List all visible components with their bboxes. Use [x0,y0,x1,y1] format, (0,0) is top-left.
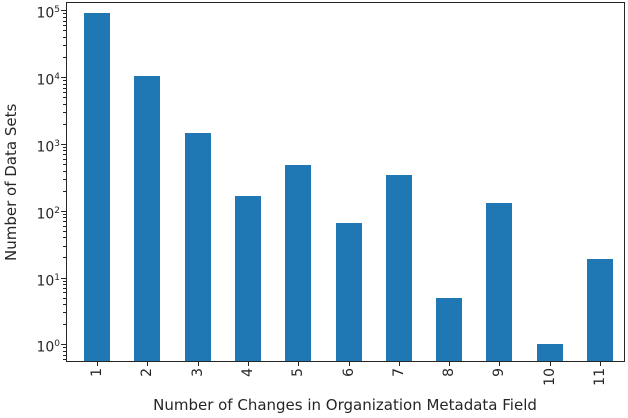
x-tick-label: 3 [190,368,206,377]
x-tick [600,362,601,366]
bar [536,344,563,361]
y-minor-tick [63,164,66,165]
x-tick-label: 6 [341,368,357,377]
bar [84,13,111,361]
x-tick [399,362,400,366]
x-tick-label: 7 [391,368,407,377]
y-minor-tick [63,355,66,356]
y-major-tick [61,77,66,78]
x-tick [349,362,350,366]
x-tick [550,362,551,366]
y-minor-tick [63,214,66,215]
x-tick-label: 2 [139,368,155,377]
y-minor-tick [63,159,66,160]
y-tick-label: 100 [36,339,60,356]
bar [134,75,161,361]
y-tick-label: 103 [36,139,60,156]
y-minor-tick [63,154,66,155]
x-tick-label: 4 [240,368,256,377]
y-major-tick [61,144,66,145]
y-minor-tick [63,221,66,222]
x-tick-label: 10 [542,368,558,386]
bar [234,196,261,361]
y-minor-tick [63,298,66,299]
y-minor-tick [63,88,66,89]
y-minor-tick [63,226,66,227]
y-minor-tick [63,324,66,325]
x-tick [198,362,199,366]
x-tick-label: 9 [491,368,507,377]
y-minor-tick [63,171,66,172]
bar [335,222,362,361]
y-minor-tick [63,25,66,26]
y-tick-label: 102 [36,206,60,223]
bar [285,165,312,361]
x-tick-label: 5 [290,368,306,377]
plot-area [66,2,625,362]
x-tick [147,362,148,366]
x-tick-label: 11 [592,368,608,386]
x-tick [499,362,500,366]
bar [436,297,463,361]
y-minor-tick [63,37,66,38]
y-minor-tick [63,351,66,352]
y-minor-tick [63,21,66,22]
y-minor-tick [63,304,66,305]
y-minor-tick [63,237,66,238]
x-tick [449,362,450,366]
y-minor-tick [63,292,66,293]
y-minor-tick [63,92,66,93]
y-minor-tick [63,281,66,282]
y-minor-tick [63,179,66,180]
y-minor-tick [63,104,66,105]
y-minor-tick [63,284,66,285]
y-minor-tick [63,347,66,348]
x-tick-label: 1 [89,368,105,377]
y-axis-title: Number of Data Sets [2,103,20,261]
bar [385,175,412,361]
y-minor-tick [63,17,66,18]
y-minor-tick [63,124,66,125]
x-tick [298,362,299,366]
y-minor-tick [63,359,66,360]
x-axis-title: Number of Changes in Organization Metada… [153,396,537,414]
y-tick-label: 101 [36,273,60,290]
bar [486,203,513,361]
bar [587,258,614,361]
y-major-tick [61,211,66,212]
y-minor-tick [63,97,66,98]
y-minor-tick [63,80,66,81]
bar [184,133,211,361]
y-tick-label: 105 [36,5,60,22]
y-minor-tick [63,217,66,218]
x-tick [97,362,98,366]
y-minor-tick [63,13,66,14]
y-minor-tick [63,30,66,31]
y-minor-tick [63,147,66,148]
y-minor-tick [63,150,66,151]
y-tick-label: 104 [36,72,60,89]
y-minor-tick [63,57,66,58]
y-minor-tick [63,231,66,232]
y-minor-tick [63,45,66,46]
y-minor-tick [63,288,66,289]
y-minor-tick [63,84,66,85]
y-minor-tick [63,246,66,247]
y-minor-tick [63,312,66,313]
x-tick-label: 8 [441,368,457,377]
y-major-tick [61,278,66,279]
y-minor-tick [63,191,66,192]
y-minor-tick [63,257,66,258]
y-minor-tick [63,112,66,113]
y-major-tick [61,344,66,345]
y-major-tick [61,10,66,11]
x-tick [248,362,249,366]
